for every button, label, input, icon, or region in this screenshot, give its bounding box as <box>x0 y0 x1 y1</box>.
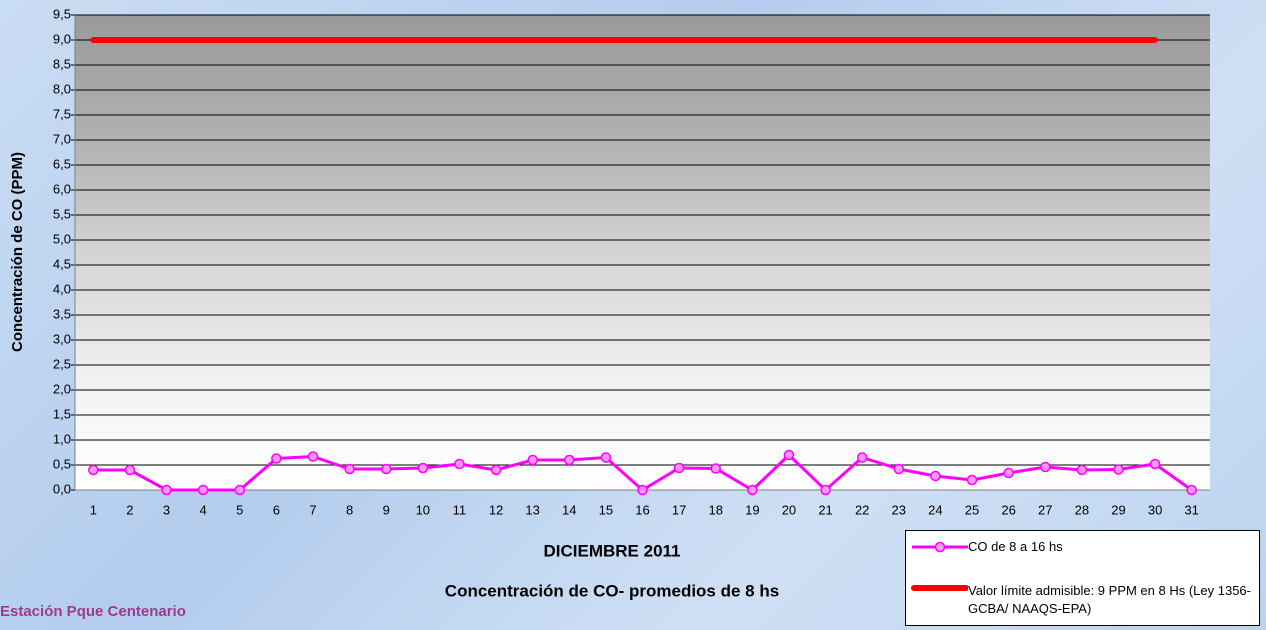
x-tick-label: 10 <box>416 502 430 517</box>
chart-subtitle: Concentración de CO- promedios de 8 hs <box>445 581 779 600</box>
y-tick-label: 4,0 <box>53 281 71 296</box>
data-point <box>197 484 209 496</box>
x-tick-label: 15 <box>599 502 613 517</box>
data-point <box>490 464 502 476</box>
y-tick-label: 9,0 <box>53 31 71 46</box>
y-tick-label: 6,5 <box>53 156 71 171</box>
y-tick-label: 8,0 <box>53 81 71 96</box>
x-tick-label: 17 <box>672 502 686 517</box>
x-tick-label: 12 <box>489 502 503 517</box>
data-point <box>1149 458 1161 470</box>
y-tick-label: 4,5 <box>53 256 71 271</box>
y-tick-label: 1,0 <box>53 431 71 446</box>
y-tick-label: 0,5 <box>53 456 71 471</box>
x-tick-label: 4 <box>200 502 207 517</box>
x-tick-label: 26 <box>1001 502 1015 517</box>
legend-marker <box>934 541 946 553</box>
y-tick-label: 9,5 <box>53 6 71 21</box>
x-tick-label: 28 <box>1075 502 1089 517</box>
y-axis-title: Concentración de CO (PPM) <box>9 152 26 352</box>
x-tick-label: 7 <box>309 502 316 517</box>
x-tick-label: 31 <box>1184 502 1198 517</box>
y-tick-label: 6,0 <box>53 181 71 196</box>
legend: CO de 8 a 16 hs Valor límite admisible: 9… <box>905 530 1260 626</box>
x-tick-label: 25 <box>965 502 979 517</box>
data-point <box>527 454 538 466</box>
x-tick-label: 21 <box>818 502 832 517</box>
y-tick-label: 3,0 <box>53 331 71 346</box>
data-point <box>88 464 99 476</box>
data-point <box>161 484 172 496</box>
data-point <box>820 484 831 496</box>
legend-item: CO de 8 a 16 hs <box>906 539 1253 556</box>
data-point <box>380 463 392 475</box>
data-point <box>930 470 941 482</box>
data-point <box>271 453 282 464</box>
data-point <box>1186 484 1197 496</box>
x-tick-label: 14 <box>562 502 576 517</box>
data-point <box>893 463 905 475</box>
x-tick-label: 9 <box>383 502 390 517</box>
x-tick-label: 30 <box>1148 502 1162 517</box>
y-tick-label: 2,5 <box>53 356 71 371</box>
plot-area <box>75 15 1210 490</box>
y-tick-label: 0,0 <box>53 481 71 496</box>
x-tick-label: 13 <box>525 502 539 517</box>
legend-item: Valor límite admisible: 9 PPM en 8 Hs (L… <box>906 583 1253 618</box>
x-tick-label: 6 <box>273 502 280 517</box>
legend-label: CO de 8 a 16 hs <box>968 539 1063 554</box>
chart-title: DICIEMBRE 2011 <box>544 541 681 560</box>
x-tick-label: 23 <box>892 502 906 517</box>
legend-swatch <box>911 585 968 591</box>
y-tick-label: 1,5 <box>53 406 71 421</box>
y-tick-label: 2,0 <box>53 381 71 396</box>
x-tick-label: 22 <box>855 502 869 517</box>
y-tick-label: 5,0 <box>53 231 71 246</box>
data-point <box>1113 464 1124 475</box>
x-tick-label: 24 <box>928 502 942 517</box>
station-label: Estación Pque Centenario <box>0 603 186 620</box>
y-tick-label: 7,0 <box>53 131 71 146</box>
y-tick-label: 8,5 <box>53 56 71 71</box>
data-point <box>1003 467 1014 479</box>
x-tick-label: 3 <box>163 502 170 517</box>
x-tick-label: 29 <box>1111 502 1125 517</box>
legend-label: Valor límite admisible: 9 PPM en 8 Hs (L… <box>968 583 1251 616</box>
y-tick-label: 7,5 <box>53 106 71 121</box>
x-tick-label: 27 <box>1038 502 1052 517</box>
x-tick-label: 2 <box>126 502 133 517</box>
data-point <box>966 474 978 486</box>
y-tick-label: 3,5 <box>53 306 71 321</box>
data-point <box>454 458 465 470</box>
legend-swatch <box>912 541 968 553</box>
data-point <box>1039 461 1051 473</box>
x-tick-label: 8 <box>346 502 353 517</box>
data-point <box>600 452 612 463</box>
data-point <box>710 463 721 474</box>
x-tick-label: 20 <box>782 502 796 517</box>
x-tick-label: 1 <box>90 502 97 517</box>
data-point <box>307 451 319 462</box>
x-tick-label: 19 <box>745 502 759 517</box>
data-point <box>673 462 685 474</box>
data-point <box>124 464 136 476</box>
data-point <box>417 462 429 474</box>
data-point <box>1076 464 1088 476</box>
y-tick-label: 5,5 <box>53 206 71 221</box>
x-tick-label: 11 <box>453 502 467 517</box>
data-point <box>564 454 575 466</box>
data-point <box>234 484 246 496</box>
x-tick-label: 16 <box>635 502 649 517</box>
x-tick-label: 5 <box>236 502 243 517</box>
data-point <box>344 463 355 475</box>
data-point <box>747 484 758 496</box>
data-point <box>856 452 868 463</box>
data-point <box>783 449 795 461</box>
x-tick-label: 18 <box>708 502 722 517</box>
data-point <box>637 484 648 496</box>
